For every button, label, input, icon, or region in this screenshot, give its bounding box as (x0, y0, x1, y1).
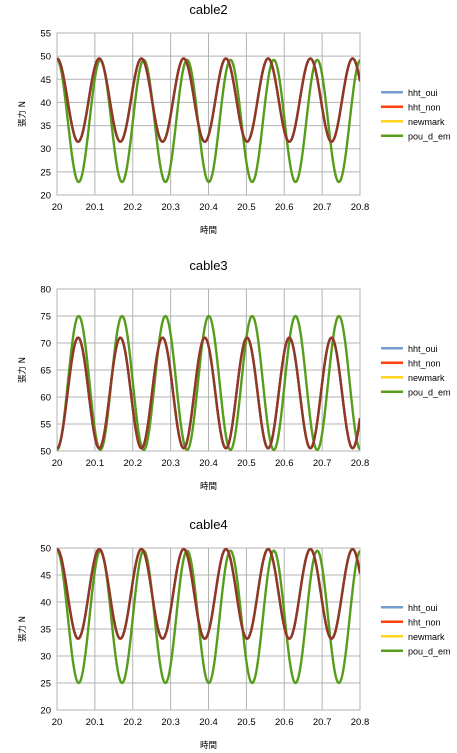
x-tick-label: 20.5 (237, 458, 256, 469)
y-tick-label: 80 (40, 285, 51, 296)
x-tick-label: 20 (52, 458, 63, 469)
y-tick-label: 35 (40, 121, 51, 132)
legend-label-pou_d_em: pou_d_em (408, 387, 451, 397)
x-tick-label: 20.1 (86, 458, 105, 469)
x-tick-label: 20.4 (199, 202, 218, 213)
x-tick-label: 20.4 (199, 717, 218, 728)
y-axis-label: 張力 N (17, 357, 28, 383)
y-tick-label: 70 (40, 339, 51, 350)
x-tick-label: 20.1 (86, 202, 105, 213)
x-tick-label: 20.2 (124, 202, 143, 213)
x-tick-label: 20.2 (124, 458, 143, 469)
x-tick-label: 20.3 (161, 458, 180, 469)
x-tick-label: 20.2 (124, 717, 143, 728)
y-tick-label: 50 (40, 544, 51, 555)
chart-title: cable4 (189, 517, 227, 532)
y-tick-label: 25 (40, 679, 51, 690)
x-tick-label: 20.5 (237, 202, 256, 213)
x-axis-label: 時間 (200, 482, 217, 492)
y-axis-label: 張力 N (17, 101, 28, 127)
x-tick-label: 20.8 (351, 202, 370, 213)
legend-label-newmark: newmark (408, 117, 445, 127)
y-tick-label: 75 (40, 312, 51, 323)
y-tick-label: 40 (40, 598, 51, 609)
plot-frame (56, 547, 361, 711)
x-tick-label: 20 (52, 202, 63, 213)
x-tick-label: 20.3 (161, 202, 180, 213)
y-tick-label: 20 (40, 191, 51, 202)
series-line-newmark (57, 336, 360, 450)
legend-label-pou_d_em: pou_d_em (408, 646, 451, 656)
legend-label-hht_oui: hht_oui (408, 603, 438, 613)
x-tick-label: 20 (52, 717, 63, 728)
x-tick-label: 20.7 (313, 202, 332, 213)
y-tick-label: 40 (40, 98, 51, 109)
series-lines (57, 57, 360, 184)
x-tick-label: 20.6 (275, 717, 294, 728)
legend-label-hht_oui: hht_oui (408, 88, 438, 98)
y-tick-label: 55 (40, 420, 51, 431)
series-line-newmark (57, 548, 360, 640)
x-axis-label: 時間 (200, 741, 217, 751)
legend-label-pou_d_em: pou_d_em (408, 131, 451, 141)
x-tick-label: 20.4 (199, 458, 218, 469)
cable3-chart: cable3 50 55 60 65 70 75 80 20 20.1 20.2 20.3 20.4 20… (17, 258, 451, 492)
y-tick-label: 45 (40, 571, 51, 582)
y-tick-label: 45 (40, 75, 51, 86)
x-tick-label: 20.7 (313, 458, 332, 469)
series-lines (57, 548, 360, 685)
series-line-newmark (57, 57, 360, 143)
y-tick-label: 25 (40, 167, 51, 178)
y-tick-label: 60 (40, 393, 51, 404)
y-axis-label: 張力 N (17, 616, 28, 642)
series-lines (57, 314, 360, 451)
y-tick-label: 55 (40, 29, 51, 40)
x-tick-label: 20.7 (313, 717, 332, 728)
y-tick-label: 65 (40, 366, 51, 377)
x-tick-label: 20.3 (161, 717, 180, 728)
y-tick-label: 20 (40, 706, 51, 717)
legend-label-newmark: newmark (408, 373, 445, 383)
x-tick-label: 20.6 (275, 202, 294, 213)
x-axis-label: 時間 (200, 226, 217, 236)
y-tick-label: 50 (40, 52, 51, 63)
legend-label-hht_oui: hht_oui (408, 344, 438, 354)
y-tick-label: 35 (40, 625, 51, 636)
y-tick-label: 30 (40, 144, 51, 155)
legend-label-hht_non: hht_non (408, 102, 441, 112)
legend-label-hht_non: hht_non (408, 358, 441, 368)
x-tick-label: 20.8 (351, 717, 370, 728)
y-tick-label: 50 (40, 447, 51, 458)
plot-frame (56, 32, 361, 196)
x-tick-label: 20.6 (275, 458, 294, 469)
cable2-chart: cable2 20 25 30 35 40 45 50 55 20 20.1 20.2 20.3 20.4… (17, 2, 451, 236)
x-tick-label: 20.5 (237, 717, 256, 728)
plot-frame (56, 288, 361, 452)
legend-label-hht_non: hht_non (408, 617, 441, 627)
y-tick-label: 30 (40, 652, 51, 663)
legend-label-newmark: newmark (408, 632, 445, 642)
chart-title: cable3 (189, 258, 227, 273)
x-tick-label: 20.8 (351, 458, 370, 469)
chart-title: cable2 (189, 2, 227, 17)
cable4-chart: cable4 20 25 30 35 40 45 50 20 20.1 20.2 20.3 20.4 20… (17, 517, 451, 751)
x-tick-label: 20.1 (86, 717, 105, 728)
